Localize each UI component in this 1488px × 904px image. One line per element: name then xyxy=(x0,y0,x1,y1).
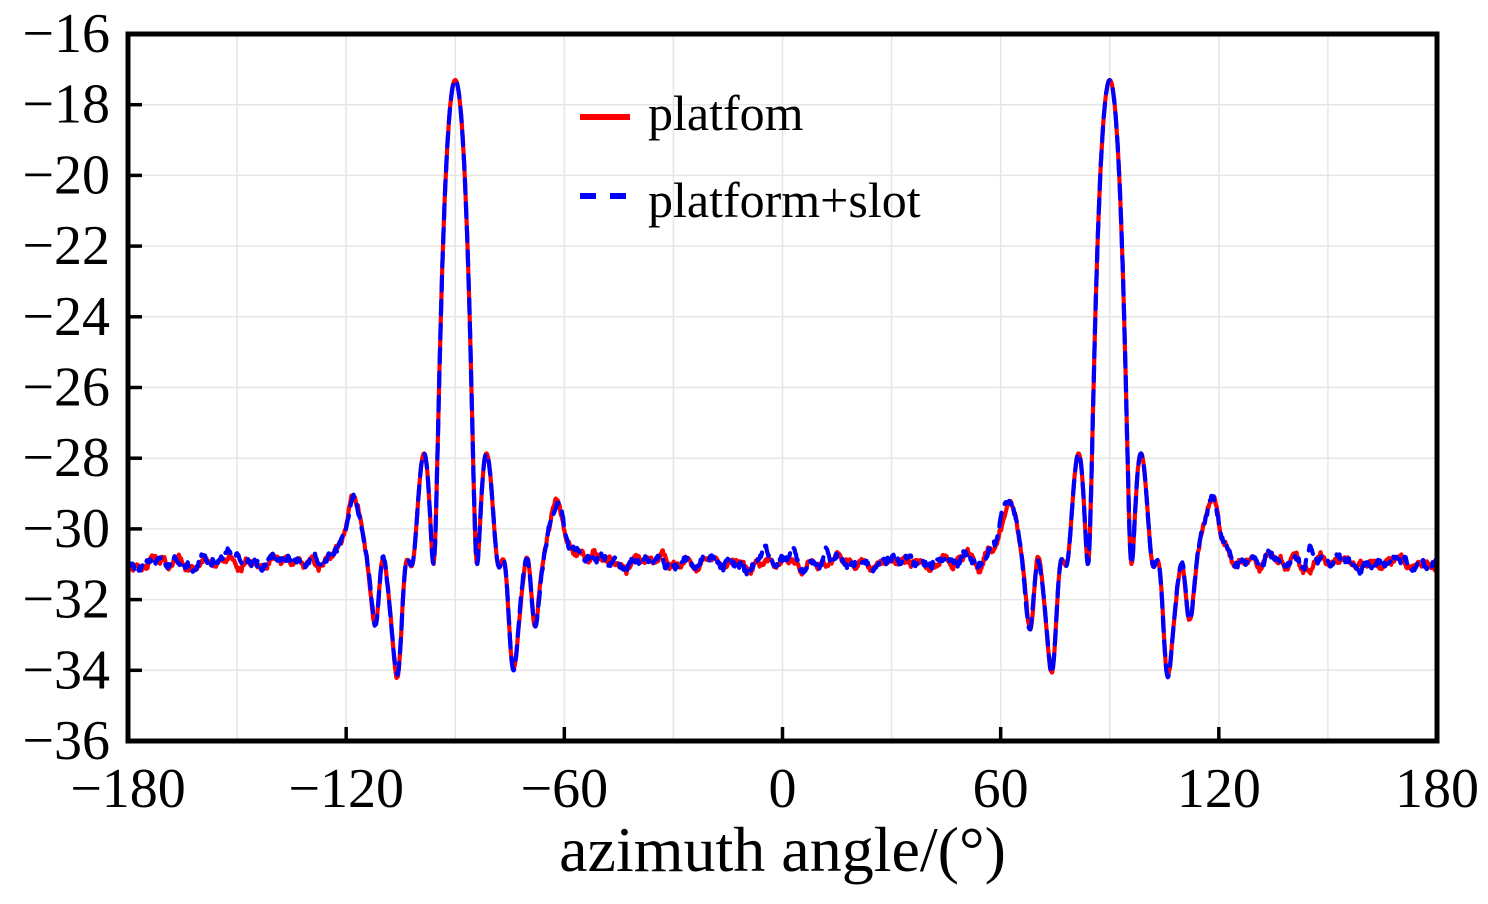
svg-text:−26: −26 xyxy=(22,357,110,419)
svg-text:−34: −34 xyxy=(22,639,110,701)
svg-text:−32: −32 xyxy=(22,569,110,631)
svg-text:−60: −60 xyxy=(521,758,609,820)
svg-text:−36: −36 xyxy=(22,710,110,772)
svg-text:−24: −24 xyxy=(22,286,110,348)
svg-text:−20: −20 xyxy=(22,144,110,206)
svg-text:azimuth angle/(°): azimuth angle/(°) xyxy=(559,814,1006,885)
svg-text:−30: −30 xyxy=(22,498,110,560)
svg-text:180: 180 xyxy=(1395,758,1479,820)
svg-text:platfom: platfom xyxy=(648,85,804,141)
svg-text:0: 0 xyxy=(769,758,797,820)
svg-text:120: 120 xyxy=(1177,758,1261,820)
svg-text:−18: −18 xyxy=(22,74,110,136)
svg-text:−120: −120 xyxy=(288,758,404,820)
svg-text:platform+slot: platform+slot xyxy=(648,172,921,228)
svg-text:60: 60 xyxy=(973,758,1029,820)
svg-text:−16: −16 xyxy=(22,3,110,65)
svg-text:−22: −22 xyxy=(22,215,110,277)
svg-text:−28: −28 xyxy=(22,427,110,489)
